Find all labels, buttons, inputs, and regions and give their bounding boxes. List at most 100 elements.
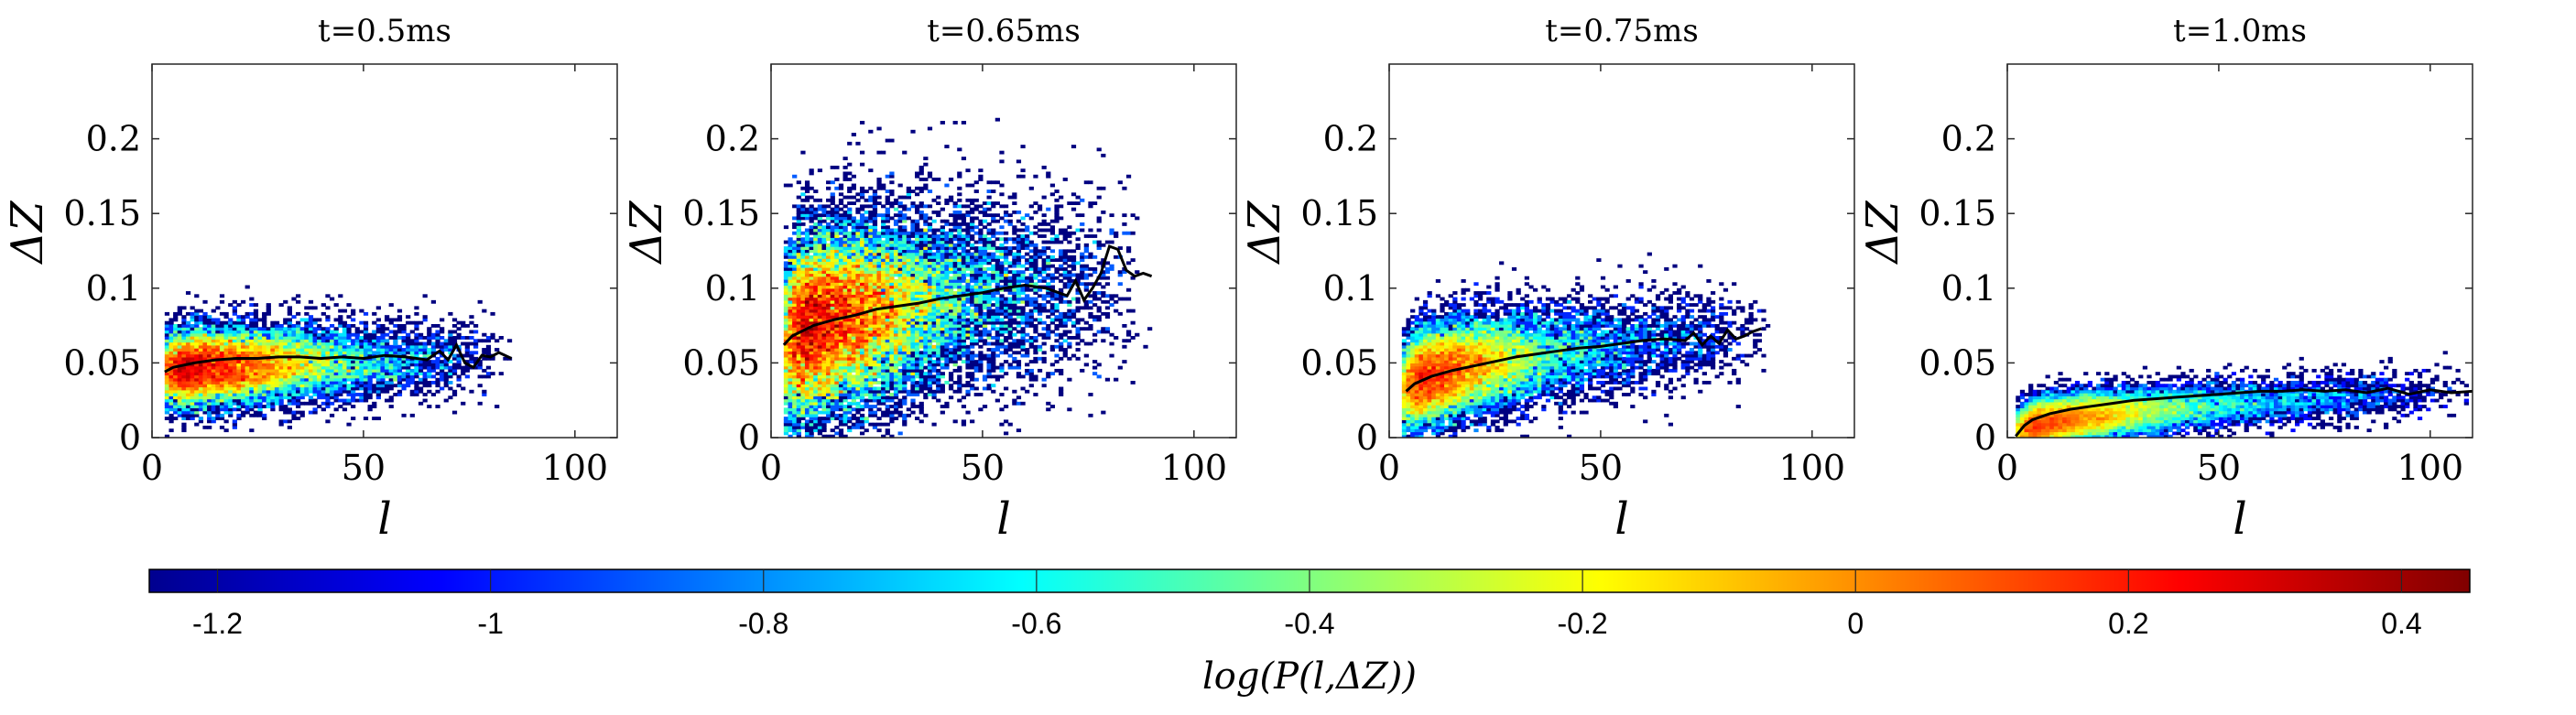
density-cell	[422, 398, 428, 403]
density-cell	[359, 372, 364, 376]
density-cell	[910, 320, 916, 325]
density-cell	[1041, 332, 1047, 337]
density-cell	[164, 353, 170, 358]
density-cell	[957, 356, 962, 361]
density-cell	[219, 389, 225, 394]
density-cell	[1062, 282, 1068, 287]
density-cell	[333, 341, 339, 346]
density-cell	[232, 351, 237, 355]
density-cell	[342, 344, 348, 349]
density-cell	[868, 341, 874, 346]
density-cell	[401, 413, 407, 417]
density-cell	[173, 398, 179, 403]
density-cell	[422, 393, 428, 396]
density-cell	[283, 299, 288, 304]
density-cell	[961, 306, 967, 310]
density-cell	[821, 380, 827, 385]
density-cell	[859, 339, 865, 343]
density-cell	[915, 380, 920, 385]
density-cell	[889, 339, 895, 343]
density-cell	[299, 374, 305, 379]
density-cell	[872, 339, 878, 343]
density-cell	[443, 360, 449, 363]
density-cell	[1012, 389, 1017, 394]
density-cell	[257, 386, 263, 391]
density-cell	[1122, 344, 1127, 349]
density-cell	[872, 393, 878, 396]
density-cell	[788, 339, 793, 343]
density-cell	[948, 327, 954, 331]
density-cell	[826, 330, 831, 334]
density-cell	[342, 323, 348, 328]
density-cell	[906, 332, 911, 337]
density-cell	[864, 417, 869, 421]
density-cell	[1080, 327, 1085, 331]
density-cell	[999, 341, 1005, 346]
density-cell	[274, 363, 280, 367]
density-cell	[999, 365, 1005, 370]
density-cell	[164, 398, 170, 403]
density-cell	[198, 320, 204, 325]
density-cell	[893, 401, 899, 406]
density-cell	[944, 356, 950, 361]
density-cell	[283, 330, 288, 334]
density-cell	[363, 398, 369, 403]
density-cell	[902, 351, 908, 355]
density-cell	[826, 344, 831, 349]
density-cell	[427, 353, 432, 358]
density-cell	[885, 339, 890, 343]
density-cell	[897, 309, 903, 313]
density-cell	[164, 330, 170, 334]
density-cell	[245, 380, 250, 385]
density-cell	[262, 386, 267, 391]
density-cell	[456, 365, 462, 370]
density-cell	[278, 323, 284, 328]
density-cell	[351, 389, 356, 394]
density-cell	[287, 395, 292, 400]
density-cell	[228, 389, 234, 394]
density-cell	[842, 327, 848, 331]
density-cell	[228, 395, 234, 400]
density-cell	[961, 344, 967, 349]
density-cell	[257, 353, 263, 358]
density-cell	[346, 327, 352, 331]
density-cell	[889, 336, 895, 340]
density-cell	[177, 377, 182, 382]
density-cell	[266, 341, 271, 346]
density-cell	[813, 299, 819, 304]
density-cell	[986, 315, 992, 320]
density-cell	[397, 384, 403, 388]
density-cell	[299, 339, 305, 343]
density-cell	[940, 365, 945, 370]
density-cell	[885, 309, 890, 313]
density-cell	[1130, 309, 1136, 313]
density-cell	[304, 380, 310, 385]
density-cell	[1004, 306, 1009, 310]
density-cell	[308, 398, 314, 403]
density-cell	[796, 320, 801, 325]
density-cell	[957, 398, 962, 403]
density-cell	[312, 401, 318, 406]
density-cell	[317, 348, 322, 352]
density-cell	[796, 348, 801, 352]
density-cell	[978, 360, 984, 363]
density-cell	[448, 351, 453, 355]
density-cell	[194, 395, 200, 400]
density-cell	[274, 323, 280, 328]
density-cell	[168, 327, 174, 331]
density-cell	[792, 318, 798, 322]
density-cell	[910, 318, 916, 322]
density-cell	[215, 332, 221, 337]
density-cell	[194, 384, 200, 388]
density-cell	[931, 353, 937, 358]
density-cell	[995, 377, 1000, 382]
density-cell	[876, 332, 882, 337]
density-cell	[207, 351, 212, 355]
density-cell	[375, 389, 381, 394]
density-cell	[889, 417, 895, 421]
density-cell	[240, 386, 246, 391]
density-cell	[788, 299, 793, 304]
density-cell	[363, 323, 369, 328]
density-cell	[329, 389, 335, 394]
density-cell	[232, 311, 237, 316]
